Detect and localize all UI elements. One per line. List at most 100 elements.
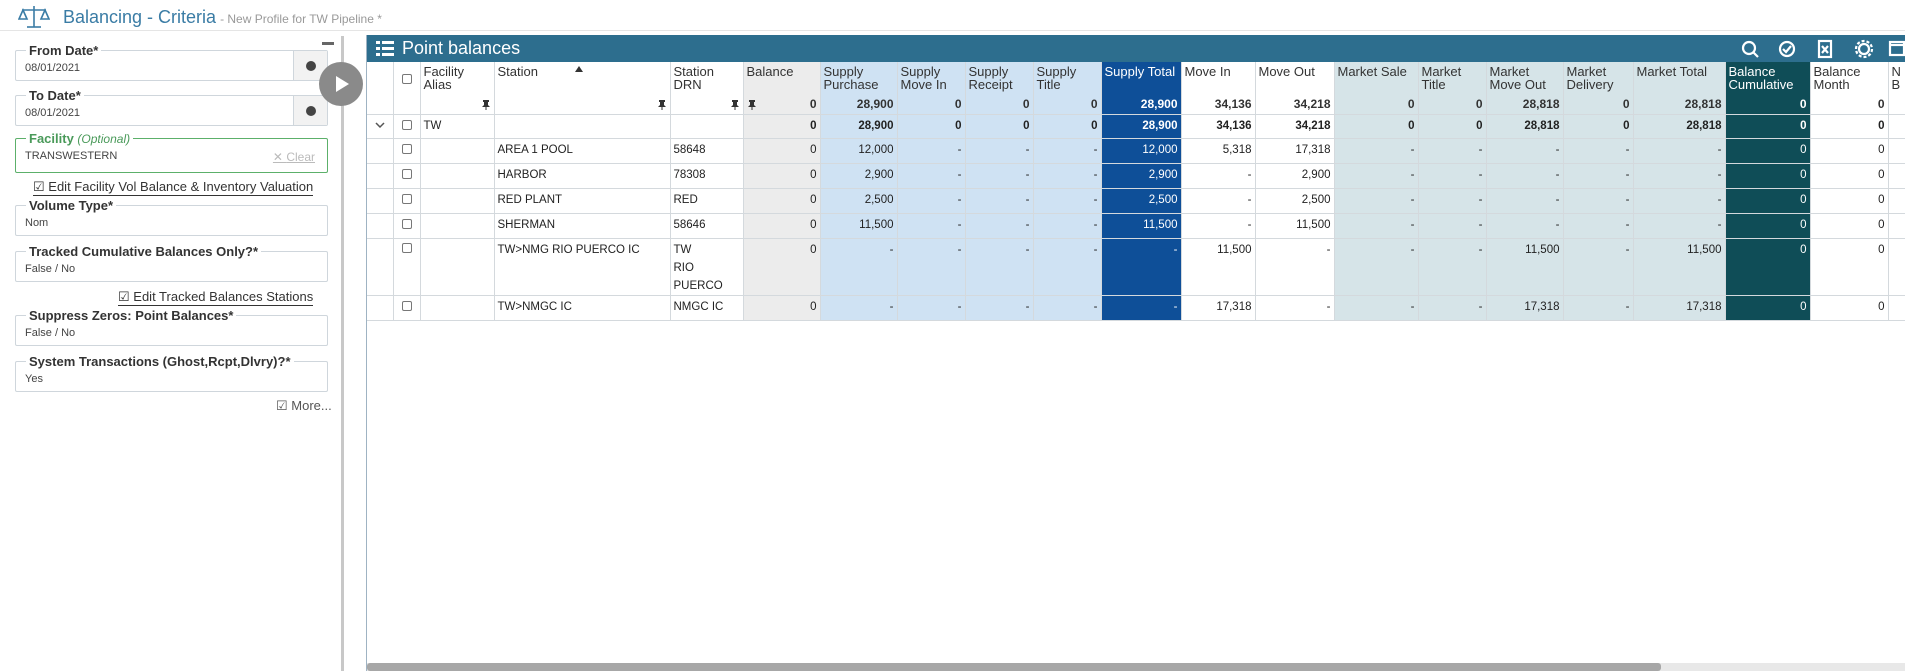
value: 0 bbox=[1810, 238, 1889, 296]
value: - bbox=[1563, 163, 1634, 189]
label: Facility bbox=[29, 131, 74, 146]
label: Volume Type* bbox=[26, 198, 117, 213]
facility[interactable]: Facility (Optional) TRANSWESTERN ✕ Clear bbox=[15, 131, 328, 173]
alias-cell bbox=[419, 188, 495, 214]
column-header[interactable]: Station DRN bbox=[670, 62, 744, 115]
column-header[interactable]: Market Move Out 28,818 bbox=[1486, 62, 1564, 115]
column-name: Market Title bbox=[1421, 64, 1462, 92]
column-header[interactable]: Market Sale 0 bbox=[1334, 62, 1419, 115]
column-header[interactable]: Supply Receipt 0 bbox=[965, 62, 1034, 115]
group-total: 0 bbox=[1033, 114, 1102, 139]
column-header[interactable]: Station bbox=[494, 62, 671, 115]
column-header[interactable]: Supply Total 28,900 bbox=[1101, 62, 1182, 115]
divider bbox=[0, 30, 1905, 31]
value: - bbox=[1563, 238, 1634, 296]
toolbar-icons[interactable] bbox=[1730, 38, 1905, 60]
value: 0 bbox=[743, 188, 821, 214]
more[interactable]: ☑ More... bbox=[276, 398, 332, 413]
run-button[interactable] bbox=[318, 61, 364, 107]
system-tx[interactable]: System Transactions (Ghost,Rcpt,Dlvry)?*… bbox=[15, 354, 328, 392]
station-drn: TW RIO PUERCO bbox=[670, 238, 744, 296]
value: - bbox=[1418, 238, 1487, 296]
value: - bbox=[965, 213, 1034, 239]
value: 0 bbox=[1725, 163, 1811, 189]
scale-icon bbox=[18, 6, 50, 28]
group-total: 0 bbox=[1334, 114, 1419, 139]
value: 0 bbox=[1810, 188, 1889, 214]
value: 5,318 bbox=[1181, 138, 1256, 164]
checkbox[interactable] bbox=[401, 119, 412, 130]
scrollbar[interactable] bbox=[367, 663, 1905, 671]
column-name: Balance Month bbox=[1813, 64, 1861, 92]
suppress[interactable]: Suppress Zeros: Point Balances* False / N… bbox=[15, 308, 328, 346]
title-text: Balancing - Criteria bbox=[63, 7, 217, 27]
hint: (Optional) bbox=[77, 132, 131, 146]
column-header[interactable]: N B bbox=[1888, 62, 1905, 115]
column-header[interactable]: Supply Move In 0 bbox=[897, 62, 966, 115]
value: 17,318 bbox=[1181, 295, 1256, 321]
expander[interactable] bbox=[367, 114, 394, 139]
from-date[interactable]: From Date* 08/01/2021 bbox=[15, 43, 328, 81]
column-total: 34,136 bbox=[1214, 96, 1252, 111]
value: 0 bbox=[1810, 138, 1889, 164]
group-total: 34,136 bbox=[1181, 114, 1256, 139]
data-row[interactable]: RED PLANT RED 0 2,500- - -2,500-2,500- - - - -0 0 bbox=[367, 188, 1905, 214]
column-header[interactable]: Supply Title 0 bbox=[1033, 62, 1102, 115]
column-header[interactable]: Balance Month 0 bbox=[1810, 62, 1889, 115]
value: 2,900 bbox=[1101, 163, 1182, 189]
checkbox[interactable] bbox=[401, 74, 412, 84]
group-total: 0 bbox=[965, 114, 1034, 139]
column-header[interactable]: Balance 0 bbox=[743, 62, 821, 115]
value: - bbox=[1418, 213, 1487, 239]
cell bbox=[670, 114, 744, 139]
column-total: 28,900 bbox=[1140, 96, 1178, 111]
data-row[interactable]: TW>NMG RIO PUERCO IC TW RIO PUERCO 0- - - - -1… bbox=[367, 238, 1905, 296]
value: 12,000 bbox=[1101, 138, 1182, 164]
column-header[interactable]: Move Out 34,218 bbox=[1255, 62, 1335, 115]
group-row: TW 0 28,900 0 0 0 28,900 34,136 34,218 0 0 28,818 0 2… bbox=[367, 114, 1905, 139]
value: 0 bbox=[743, 138, 821, 164]
column-total: 0 bbox=[1475, 96, 1483, 111]
calendar-button[interactable] bbox=[293, 96, 327, 125]
value: - bbox=[1101, 238, 1182, 296]
volume-type[interactable]: Volume Type* Nom bbox=[15, 198, 328, 236]
clear[interactable]: ✕ Clear bbox=[272, 150, 315, 164]
data-row[interactable]: SHERMAN 58646 0 11,500- - -11,500-11,500- - - - -… bbox=[367, 213, 1905, 239]
checkbox[interactable] bbox=[401, 193, 412, 204]
column-header[interactable]: Market Delivery 0 bbox=[1563, 62, 1634, 115]
to-date[interactable]: To Date* 08/01/2021 bbox=[15, 88, 328, 126]
value: - bbox=[965, 295, 1034, 321]
column-header[interactable]: Market Title 0 bbox=[1418, 62, 1487, 115]
alias-cell: TW bbox=[419, 114, 495, 139]
tracked-link[interactable]: ☑ Edit Tracked Balances Stations bbox=[118, 289, 314, 306]
facility-link[interactable]: ☑ Edit Facility Vol Balance & Inventory … bbox=[33, 179, 314, 196]
value: - bbox=[1418, 138, 1487, 164]
column-name: Supply Total bbox=[1104, 64, 1176, 79]
checkbox[interactable] bbox=[401, 242, 412, 253]
column-header[interactable]: Facility Alias bbox=[420, 62, 495, 115]
data-row[interactable]: HARBOR 78308 0 2,900- - -2,900-2,900- - - - -0 0 bbox=[367, 163, 1905, 189]
column-header[interactable]: Move In 34,136 bbox=[1181, 62, 1256, 115]
minimize[interactable] bbox=[322, 42, 334, 45]
menu-icon[interactable] bbox=[376, 41, 394, 56]
column-header[interactable]: Market Total 28,818 bbox=[1633, 62, 1726, 115]
column-total: 0 bbox=[1090, 96, 1098, 111]
column-header[interactable]: Balance Cumulative 0 bbox=[1725, 62, 1811, 115]
row-select bbox=[393, 295, 421, 321]
checkbox[interactable] bbox=[401, 218, 412, 229]
tracked[interactable]: Tracked Cumulative Balances Only?* False … bbox=[15, 244, 328, 282]
value: 0 bbox=[1725, 213, 1811, 239]
column-header[interactable]: Supply Purchase 28,900 bbox=[820, 62, 898, 115]
more-text: More... bbox=[291, 398, 332, 413]
data-row[interactable]: TW>NMGC IC NMGC IC 0- - - - -17,318- - -17,318-1… bbox=[367, 295, 1905, 321]
header-row: Facility Alias Station Station DRN Balance 0… bbox=[367, 62, 1905, 115]
data-row[interactable]: AREA 1 POOL 58648 0 12,000- - -12,000 5,318 17,… bbox=[367, 138, 1905, 164]
column-name: Market Move Out bbox=[1489, 64, 1546, 92]
cell bbox=[1888, 188, 1905, 214]
value: - bbox=[1255, 295, 1335, 321]
checkbox[interactable] bbox=[401, 300, 412, 311]
value: 0 bbox=[1725, 295, 1811, 321]
checkbox[interactable] bbox=[401, 143, 412, 154]
checkbox[interactable] bbox=[401, 168, 412, 179]
